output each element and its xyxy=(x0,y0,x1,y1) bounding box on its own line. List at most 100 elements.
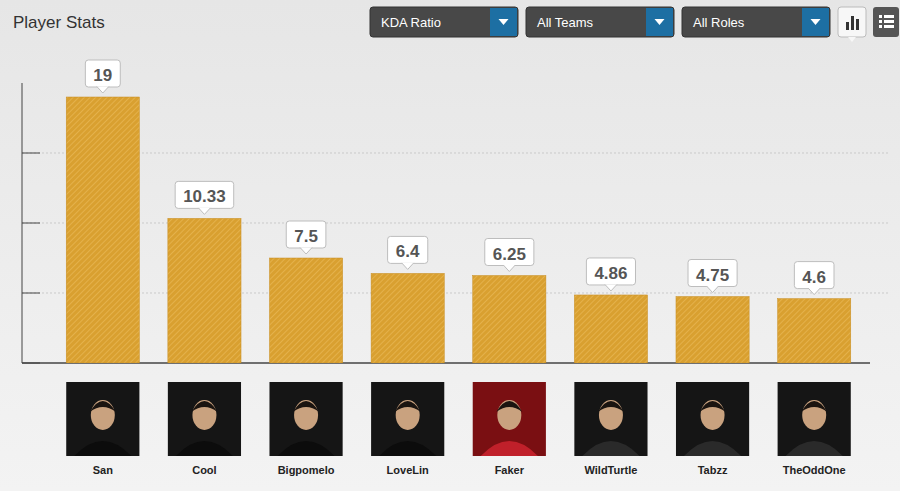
photo-face xyxy=(701,400,725,430)
callout-box xyxy=(85,60,120,87)
callout-pointer xyxy=(97,87,109,94)
grid-line xyxy=(22,293,890,294)
data-label: 10.33 xyxy=(175,181,234,214)
player-photo xyxy=(269,382,342,456)
button-tab xyxy=(848,37,856,42)
photo-hair xyxy=(90,401,116,412)
y-tick xyxy=(22,223,40,224)
player-photo xyxy=(676,382,749,456)
data-label-text: 10.33 xyxy=(183,187,226,206)
photo-face xyxy=(192,400,216,430)
photo-hair xyxy=(496,401,522,412)
data-label-text: 4.75 xyxy=(696,266,729,285)
data-label-text: 6.4 xyxy=(396,242,420,261)
x-tick-label: LoveLin xyxy=(387,464,429,476)
data-label: 4.86 xyxy=(586,258,635,291)
callout-box xyxy=(175,181,234,208)
photo-bg xyxy=(371,382,444,456)
player-photo xyxy=(473,382,546,456)
player-photo xyxy=(66,382,139,456)
list-icon xyxy=(879,15,882,18)
dropdown-arrow xyxy=(811,19,821,25)
photo-body xyxy=(379,441,436,456)
photo-face xyxy=(396,400,420,430)
callout-box xyxy=(485,239,534,266)
data-label-text: 6.25 xyxy=(493,245,526,264)
y-tick xyxy=(22,153,40,154)
dropdown[interactable]: All Roles xyxy=(682,7,830,37)
data-label-text: 7.5 xyxy=(294,227,318,246)
photo-hair xyxy=(801,401,827,412)
callout-pointer xyxy=(707,286,719,293)
callout-box xyxy=(586,258,635,285)
callout-box xyxy=(688,260,737,287)
photo-body xyxy=(74,441,131,456)
data-label-text: 4.6 xyxy=(802,268,826,287)
grid-line xyxy=(22,153,890,154)
photo-hair xyxy=(598,401,624,412)
player-photo xyxy=(778,382,851,456)
photo-bg xyxy=(574,382,647,456)
dropdown[interactable]: All Teams xyxy=(526,7,674,37)
dropdown-arrow xyxy=(655,19,665,25)
list-view-button[interactable] xyxy=(873,7,899,37)
callout-pointer xyxy=(808,288,820,295)
x-tick-label: Tabzz xyxy=(698,464,728,476)
callout-box xyxy=(286,221,326,248)
data-label: 19 xyxy=(85,60,120,93)
y-axis xyxy=(22,83,23,363)
list-icon xyxy=(879,20,882,23)
photo-bg xyxy=(778,382,851,456)
photo-hair xyxy=(395,401,421,412)
photo-body xyxy=(277,441,334,456)
x-tick-label: Cool xyxy=(192,464,216,476)
photo-face xyxy=(802,400,826,430)
player-photo xyxy=(371,382,444,456)
bars xyxy=(66,97,851,363)
dropdown-arrow-box xyxy=(802,8,829,36)
x-tick-label: TheOddOne xyxy=(783,464,846,476)
player-photo xyxy=(574,382,647,456)
list-icon xyxy=(884,25,894,28)
bar-icon xyxy=(846,16,859,30)
callout-pointer xyxy=(198,208,210,215)
photo-bg xyxy=(66,382,139,456)
bar-view-button[interactable] xyxy=(838,7,866,42)
callout-pointer xyxy=(402,263,414,270)
data-label: 7.5 xyxy=(286,221,326,254)
photo-body xyxy=(582,441,639,456)
x-tick-label: WildTurtle xyxy=(585,464,638,476)
grid-line xyxy=(22,223,890,224)
x-tick-label: Bigpomelo xyxy=(278,464,335,476)
photo-hair xyxy=(293,401,319,412)
photo-hair xyxy=(191,401,217,412)
background xyxy=(0,0,900,491)
dropdown-arrow xyxy=(499,19,509,25)
dropdown-box xyxy=(682,7,830,37)
title: Player Stats xyxy=(13,13,105,32)
bar xyxy=(269,258,342,363)
data-label-text: 19 xyxy=(93,66,112,85)
dropdown-arrow-box xyxy=(490,8,517,36)
bar xyxy=(371,273,444,363)
button-box xyxy=(873,7,899,37)
bar xyxy=(676,297,749,364)
photo-face xyxy=(599,400,623,430)
photo-face xyxy=(294,400,318,430)
photo-bg xyxy=(269,382,342,456)
x-tick-label: San xyxy=(93,464,113,476)
list-icon xyxy=(884,20,894,23)
chart: Player Stats KDA Ratio All Teams All Roles 1… xyxy=(0,0,900,491)
dropdown[interactable]: KDA Ratio xyxy=(370,7,518,37)
callout-box xyxy=(388,236,428,263)
callout-box xyxy=(794,262,834,289)
photo-bg xyxy=(168,382,241,456)
bar xyxy=(66,97,139,363)
photo-body xyxy=(684,441,741,456)
photo-body xyxy=(786,441,843,456)
dropdown-label: All Roles xyxy=(693,15,745,30)
photo-body xyxy=(481,441,538,456)
dropdown-arrow-box xyxy=(646,8,673,36)
photo-face xyxy=(91,400,115,430)
callout-pointer xyxy=(503,265,515,272)
